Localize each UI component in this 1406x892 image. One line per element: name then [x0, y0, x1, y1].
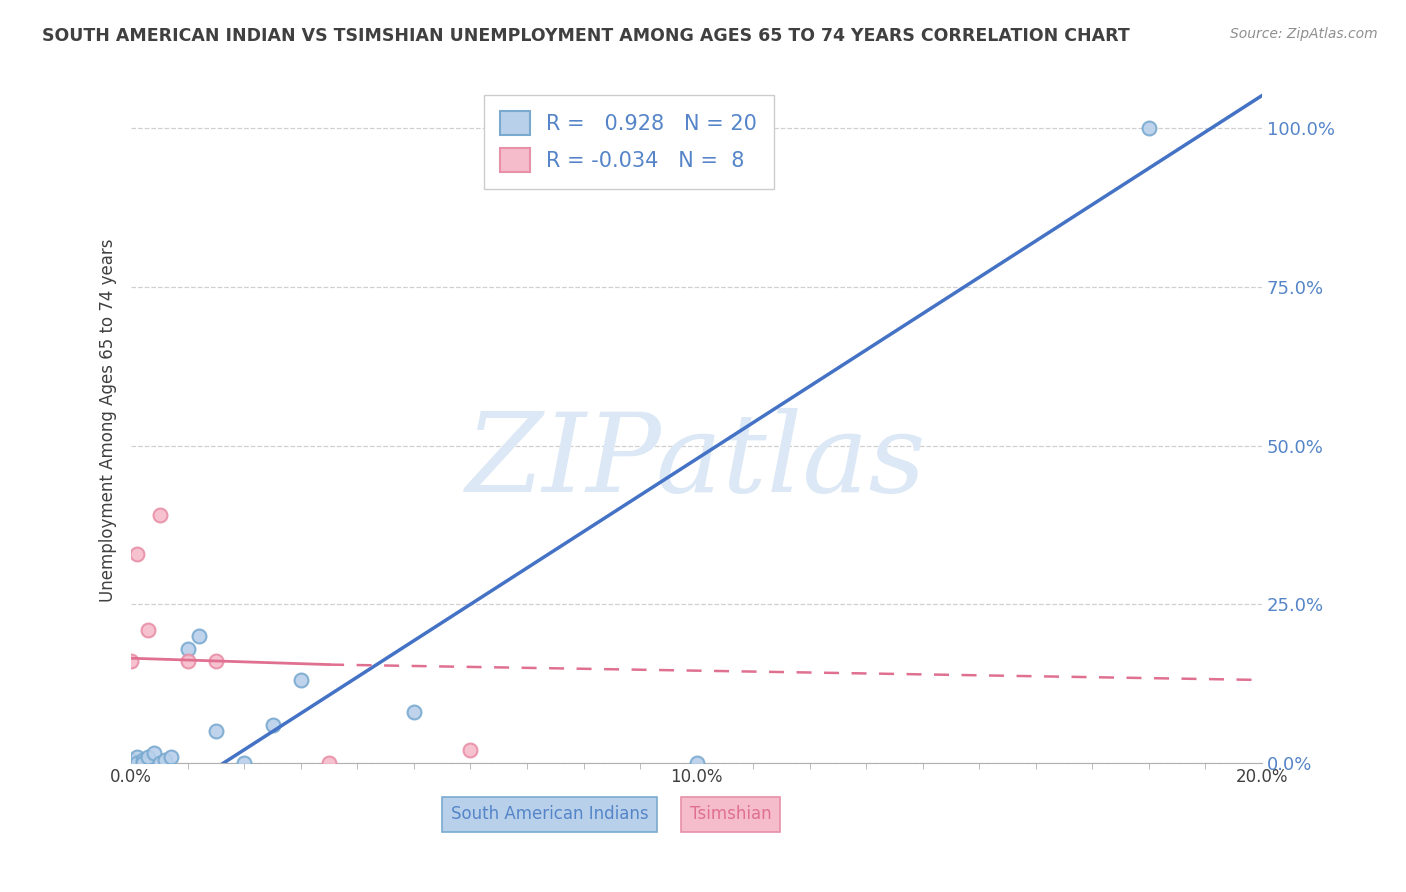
Point [131, 756, 153, 770]
Point [177, 641, 200, 656]
Legend: R =   0.928   N = 20, R = -0.034   N =  8: R = 0.928 N = 20, R = -0.034 N = 8 [484, 95, 773, 189]
Point [159, 749, 181, 764]
Point [460, 743, 482, 757]
Text: SOUTH AMERICAN INDIAN VS TSIMSHIAN UNEMPLOYMENT AMONG AGES 65 TO 74 YEARS CORREL: SOUTH AMERICAN INDIAN VS TSIMSHIAN UNEMP… [42, 27, 1130, 45]
Point [120, 753, 142, 767]
Point [177, 654, 200, 668]
Text: Source: ZipAtlas.com: Source: ZipAtlas.com [1230, 27, 1378, 41]
Point [120, 654, 142, 668]
Point [685, 756, 707, 770]
Point [148, 508, 170, 523]
Point [125, 749, 148, 764]
Text: ZIPatlas: ZIPatlas [467, 408, 927, 515]
Point [120, 756, 142, 770]
Point [131, 753, 153, 767]
Point [402, 705, 425, 719]
Point [142, 747, 165, 761]
Point [318, 756, 340, 770]
Point [136, 749, 159, 764]
Point [205, 724, 228, 739]
Point [1137, 121, 1160, 136]
Point [205, 654, 228, 668]
Text: South American Indians: South American Indians [451, 805, 648, 823]
Point [148, 756, 170, 770]
Text: Tsimshian: Tsimshian [690, 805, 772, 823]
Point [125, 756, 148, 770]
Point [188, 629, 211, 643]
Y-axis label: Unemployment Among Ages 65 to 74 years: Unemployment Among Ages 65 to 74 years [100, 238, 117, 602]
Point [290, 673, 312, 688]
Point [233, 756, 256, 770]
Point [136, 623, 159, 637]
Point [125, 547, 148, 561]
Point [262, 718, 284, 732]
Point [153, 753, 176, 767]
